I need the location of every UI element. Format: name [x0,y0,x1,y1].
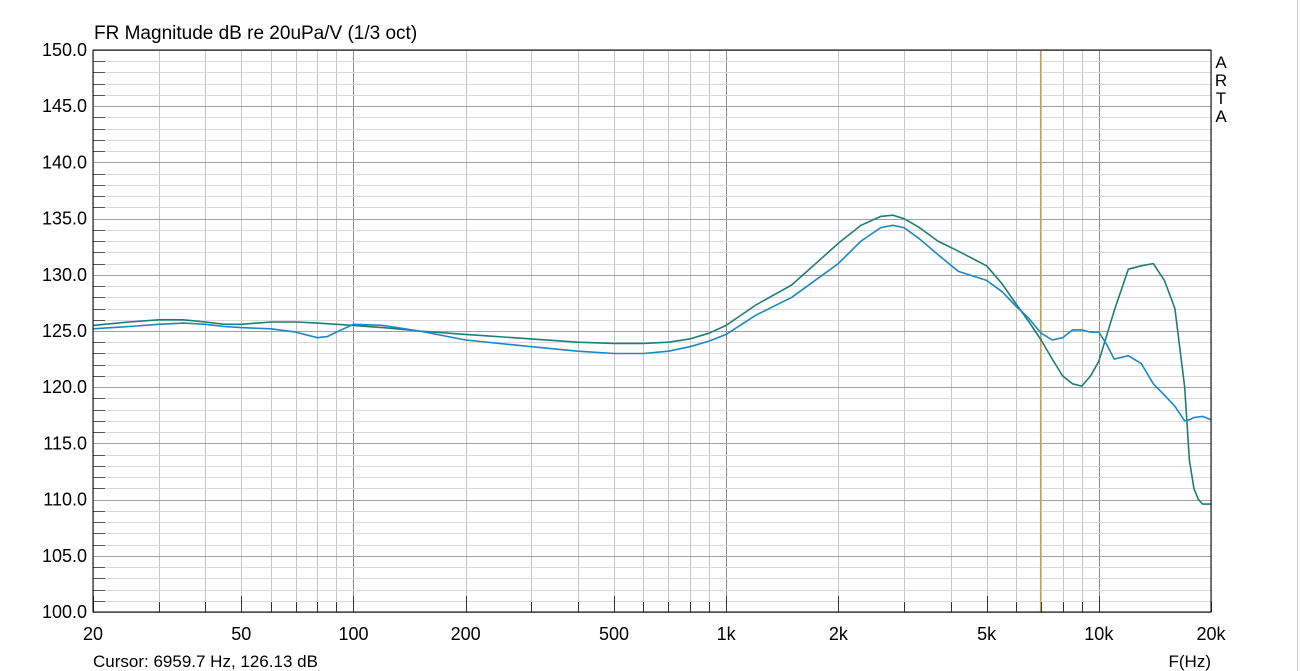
x-axis-labels: 20 50 100 200 500 1k 2k 5k 10k 20k [83,624,1227,644]
x-tick-label: 50 [231,624,251,644]
y-axis-labels: 100.0 105.0 110.0 115.0 120.0 125.0 130.0 135.0… [42,40,87,622]
series-layer [92,214,1212,505]
x-tick-label: 10k [1084,624,1114,644]
y-tick-label: 125.0 [42,321,87,341]
y-tick-label: 105.0 [42,546,87,566]
y-tick-label: 120.0 [42,377,87,397]
y-tick-label: 140.0 [42,152,87,172]
y-tick-label: 145.0 [42,96,87,116]
x-tick-label: 500 [599,624,629,644]
x-tick-label: 2k [829,624,849,644]
y-tick-label: 115.0 [43,433,87,453]
x-tick-label: 5k [977,624,997,644]
brand-letter: R [1215,71,1227,90]
cursor-readout: Cursor: 6959.7 Hz, 126.13 dB [93,652,318,671]
y-tick-label: 110.0 [43,490,87,510]
chart-title: FR Magnitude dB re 20uPa/V (1/3 oct) [94,23,417,44]
y-tick-label: 150.0 [42,40,87,60]
grid [93,50,1212,613]
brand-letter: T [1216,89,1226,108]
brand-letter: A [1215,53,1227,72]
y-tick-label: 130.0 [42,265,87,285]
y-tick-label: 135.0 [42,209,87,229]
brand-letter: A [1215,107,1227,126]
y-tick-label: 100.0 [42,602,87,622]
x-tick-label: 200 [451,624,481,644]
plot-area [92,49,1212,613]
axis-bottom-ticks [93,596,1212,612]
x-tick-label: 20 [83,624,103,644]
x-axis-label: F(Hz) [1169,652,1211,671]
x-tick-label: 20k [1196,624,1226,644]
x-tick-label: 1k [717,624,737,644]
x-tick-label: 100 [338,624,368,644]
series-line-1 [92,214,1211,505]
series-line-2 [92,224,1212,422]
